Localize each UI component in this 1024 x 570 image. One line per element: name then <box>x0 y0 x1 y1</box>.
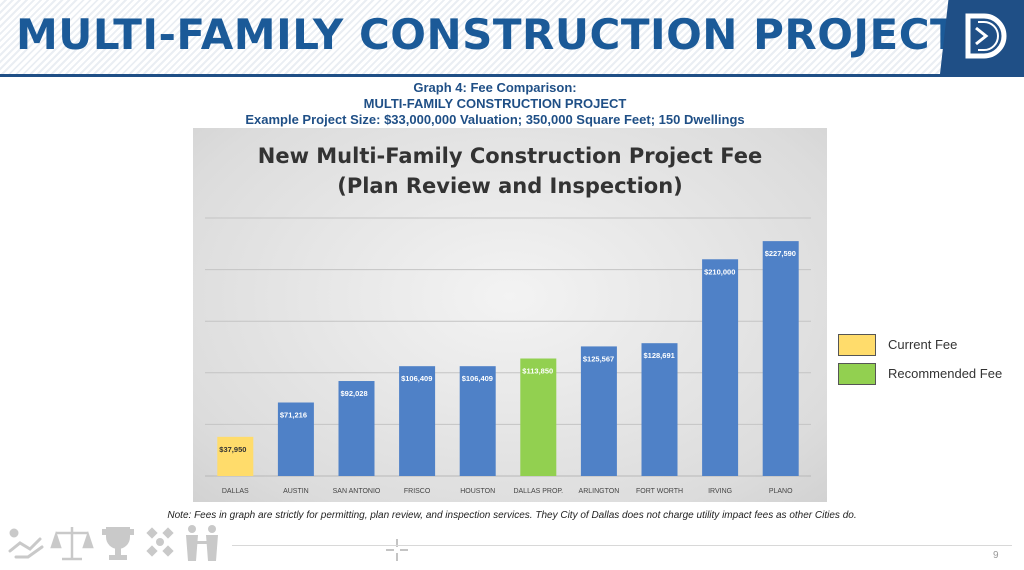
dallas-d-logo-icon <box>965 13 1007 59</box>
city-logo <box>940 0 1024 74</box>
legend-swatch-current <box>838 334 876 356</box>
bar-data-label: $92,028 <box>341 389 368 398</box>
x-tick-label: HOUSTON <box>460 488 495 495</box>
legend-label-recommended: Recommended Fee <box>888 366 1003 381</box>
footer-icon-strip <box>6 521 231 570</box>
bar <box>277 402 314 476</box>
bar <box>762 241 799 476</box>
bar-data-label: $128,691 <box>644 351 675 360</box>
scales-of-justice-icon <box>50 527 94 561</box>
trophy-icon <box>102 527 134 560</box>
x-tick-label: FORT WORTH <box>636 488 683 495</box>
bar-chart: $37,950 DALLAS $71,216 AUSTIN $92,028 SAN ANT… <box>205 217 811 495</box>
x-tick-label: ARLINGTON <box>579 488 620 495</box>
legend-swatch-recommended <box>838 363 876 385</box>
bar-data-label: $106,409 <box>462 374 493 383</box>
bar <box>580 346 617 476</box>
bar <box>520 358 557 476</box>
chart-title-line1: New Multi-Family Construction Project Fe… <box>257 144 763 168</box>
diversity-icon <box>146 527 174 557</box>
handshake-icon <box>8 528 44 559</box>
bar-data-label: $106,409 <box>401 374 432 383</box>
bar-data-label: $113,850 <box>522 367 553 376</box>
x-tick-label: DALLAS <box>222 488 249 495</box>
footer-rule <box>232 545 1012 546</box>
bar-data-label: $37,950 <box>219 445 246 454</box>
footnote: Note: Fees in graph are strictly for per… <box>167 510 857 521</box>
legend-label-current: Current Fee <box>888 337 958 352</box>
x-tick-label: SAN ANTONIO <box>333 488 381 495</box>
graph-project-size: Example Project Size: $33,000,000 Valuat… <box>245 112 745 127</box>
bar-data-label: $210,000 <box>704 267 735 276</box>
x-tick-label: IRVING <box>708 488 732 495</box>
bar <box>217 436 254 476</box>
crosshair-icon <box>386 539 408 561</box>
chart-panel: New Multi-Family Construction Project Fe… <box>193 128 827 502</box>
header-band: MULTI-FAMILY CONSTRUCTION PROJECT <box>0 0 1024 74</box>
bar <box>641 343 678 476</box>
x-tick-label: AUSTIN <box>283 488 309 495</box>
bar-data-label: $71,216 <box>280 411 307 420</box>
graph-label: Graph 4: Fee Comparison: <box>413 80 577 95</box>
bar <box>399 366 436 476</box>
bar <box>459 366 496 476</box>
bar <box>702 259 739 476</box>
header-rule <box>0 74 1024 77</box>
people-icon <box>186 525 218 561</box>
page-number: 9 <box>993 550 999 561</box>
bar-data-label: $125,567 <box>583 354 614 363</box>
graph-project-name: MULTI-FAMILY CONSTRUCTION PROJECT <box>363 96 627 111</box>
x-tick-label: DALLAS PROP. <box>513 488 563 495</box>
x-tick-label: PLANO <box>769 488 793 495</box>
chart-title-line2: (Plan Review and Inspection) <box>337 174 683 198</box>
page-title: MULTI-FAMILY CONSTRUCTION PROJECT <box>16 10 960 59</box>
bar-data-label: $227,590 <box>765 249 796 258</box>
x-tick-label: FRISCO <box>404 488 431 495</box>
bar <box>338 381 375 476</box>
